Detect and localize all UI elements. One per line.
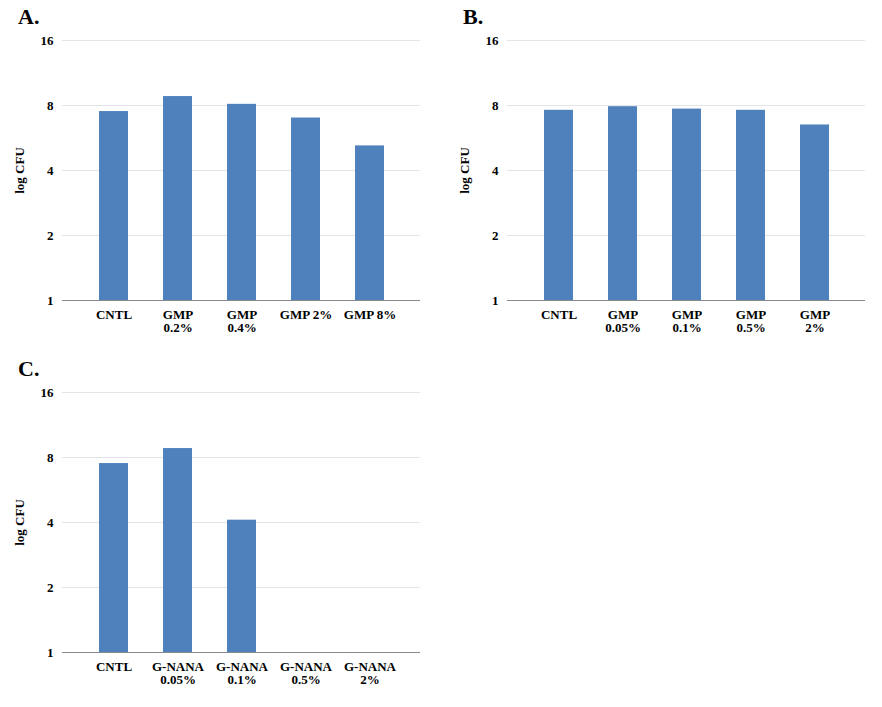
html-text:C.: C. — [18, 356, 40, 381]
svg-text:log CFU: log CFU — [12, 499, 27, 546]
svg-text:CNTL: CNTL — [541, 307, 577, 322]
svg-text:log CFU: log CFU — [12, 147, 27, 194]
svg-text:CNTL: CNTL — [96, 307, 132, 322]
svg-text:4: 4 — [47, 515, 54, 530]
html-text:B.: B. — [463, 4, 484, 29]
svg-text:1: 1 — [47, 645, 54, 660]
svg-text:GMP0.2%: GMP0.2% — [163, 307, 193, 335]
svg-text:G-NANA2%: G-NANA2% — [344, 659, 397, 687]
html-text:A.: A. — [18, 4, 40, 29]
svg-text:GMP 8%: GMP 8% — [344, 307, 396, 322]
svg-text:G-NANA0.1%: G-NANA0.1% — [216, 659, 269, 687]
svg-text:16: 16 — [41, 385, 55, 400]
svg-text:GMP0.4%: GMP0.4% — [227, 307, 257, 335]
svg-text:1: 1 — [47, 293, 54, 308]
svg-text:GMP0.1%: GMP0.1% — [672, 307, 702, 335]
svg-text:GMP0.5%: GMP0.5% — [736, 307, 766, 335]
svg-text:GMP0.05%: GMP0.05% — [605, 307, 641, 335]
svg-text:16: 16 — [486, 33, 500, 48]
svg-text:log CFU: log CFU — [457, 147, 472, 194]
svg-text:4: 4 — [47, 163, 54, 178]
svg-text:16: 16 — [41, 33, 55, 48]
svg-text:G-NANA0.05%: G-NANA0.05% — [152, 659, 205, 687]
svg-text:GMP 2%: GMP 2% — [280, 307, 332, 322]
svg-text:8: 8 — [492, 98, 499, 113]
svg-text:2: 2 — [47, 228, 54, 243]
svg-text:2: 2 — [492, 228, 499, 243]
svg-text:1: 1 — [492, 293, 499, 308]
svg-text:CNTL: CNTL — [96, 659, 132, 674]
svg-text:8: 8 — [47, 450, 54, 465]
svg-text:2: 2 — [47, 580, 54, 595]
svg-text:8: 8 — [47, 98, 54, 113]
svg-text:G-NANA0.5%: G-NANA0.5% — [280, 659, 333, 687]
svg-text:GMP2%: GMP2% — [800, 307, 830, 335]
svg-text:4: 4 — [492, 163, 499, 178]
